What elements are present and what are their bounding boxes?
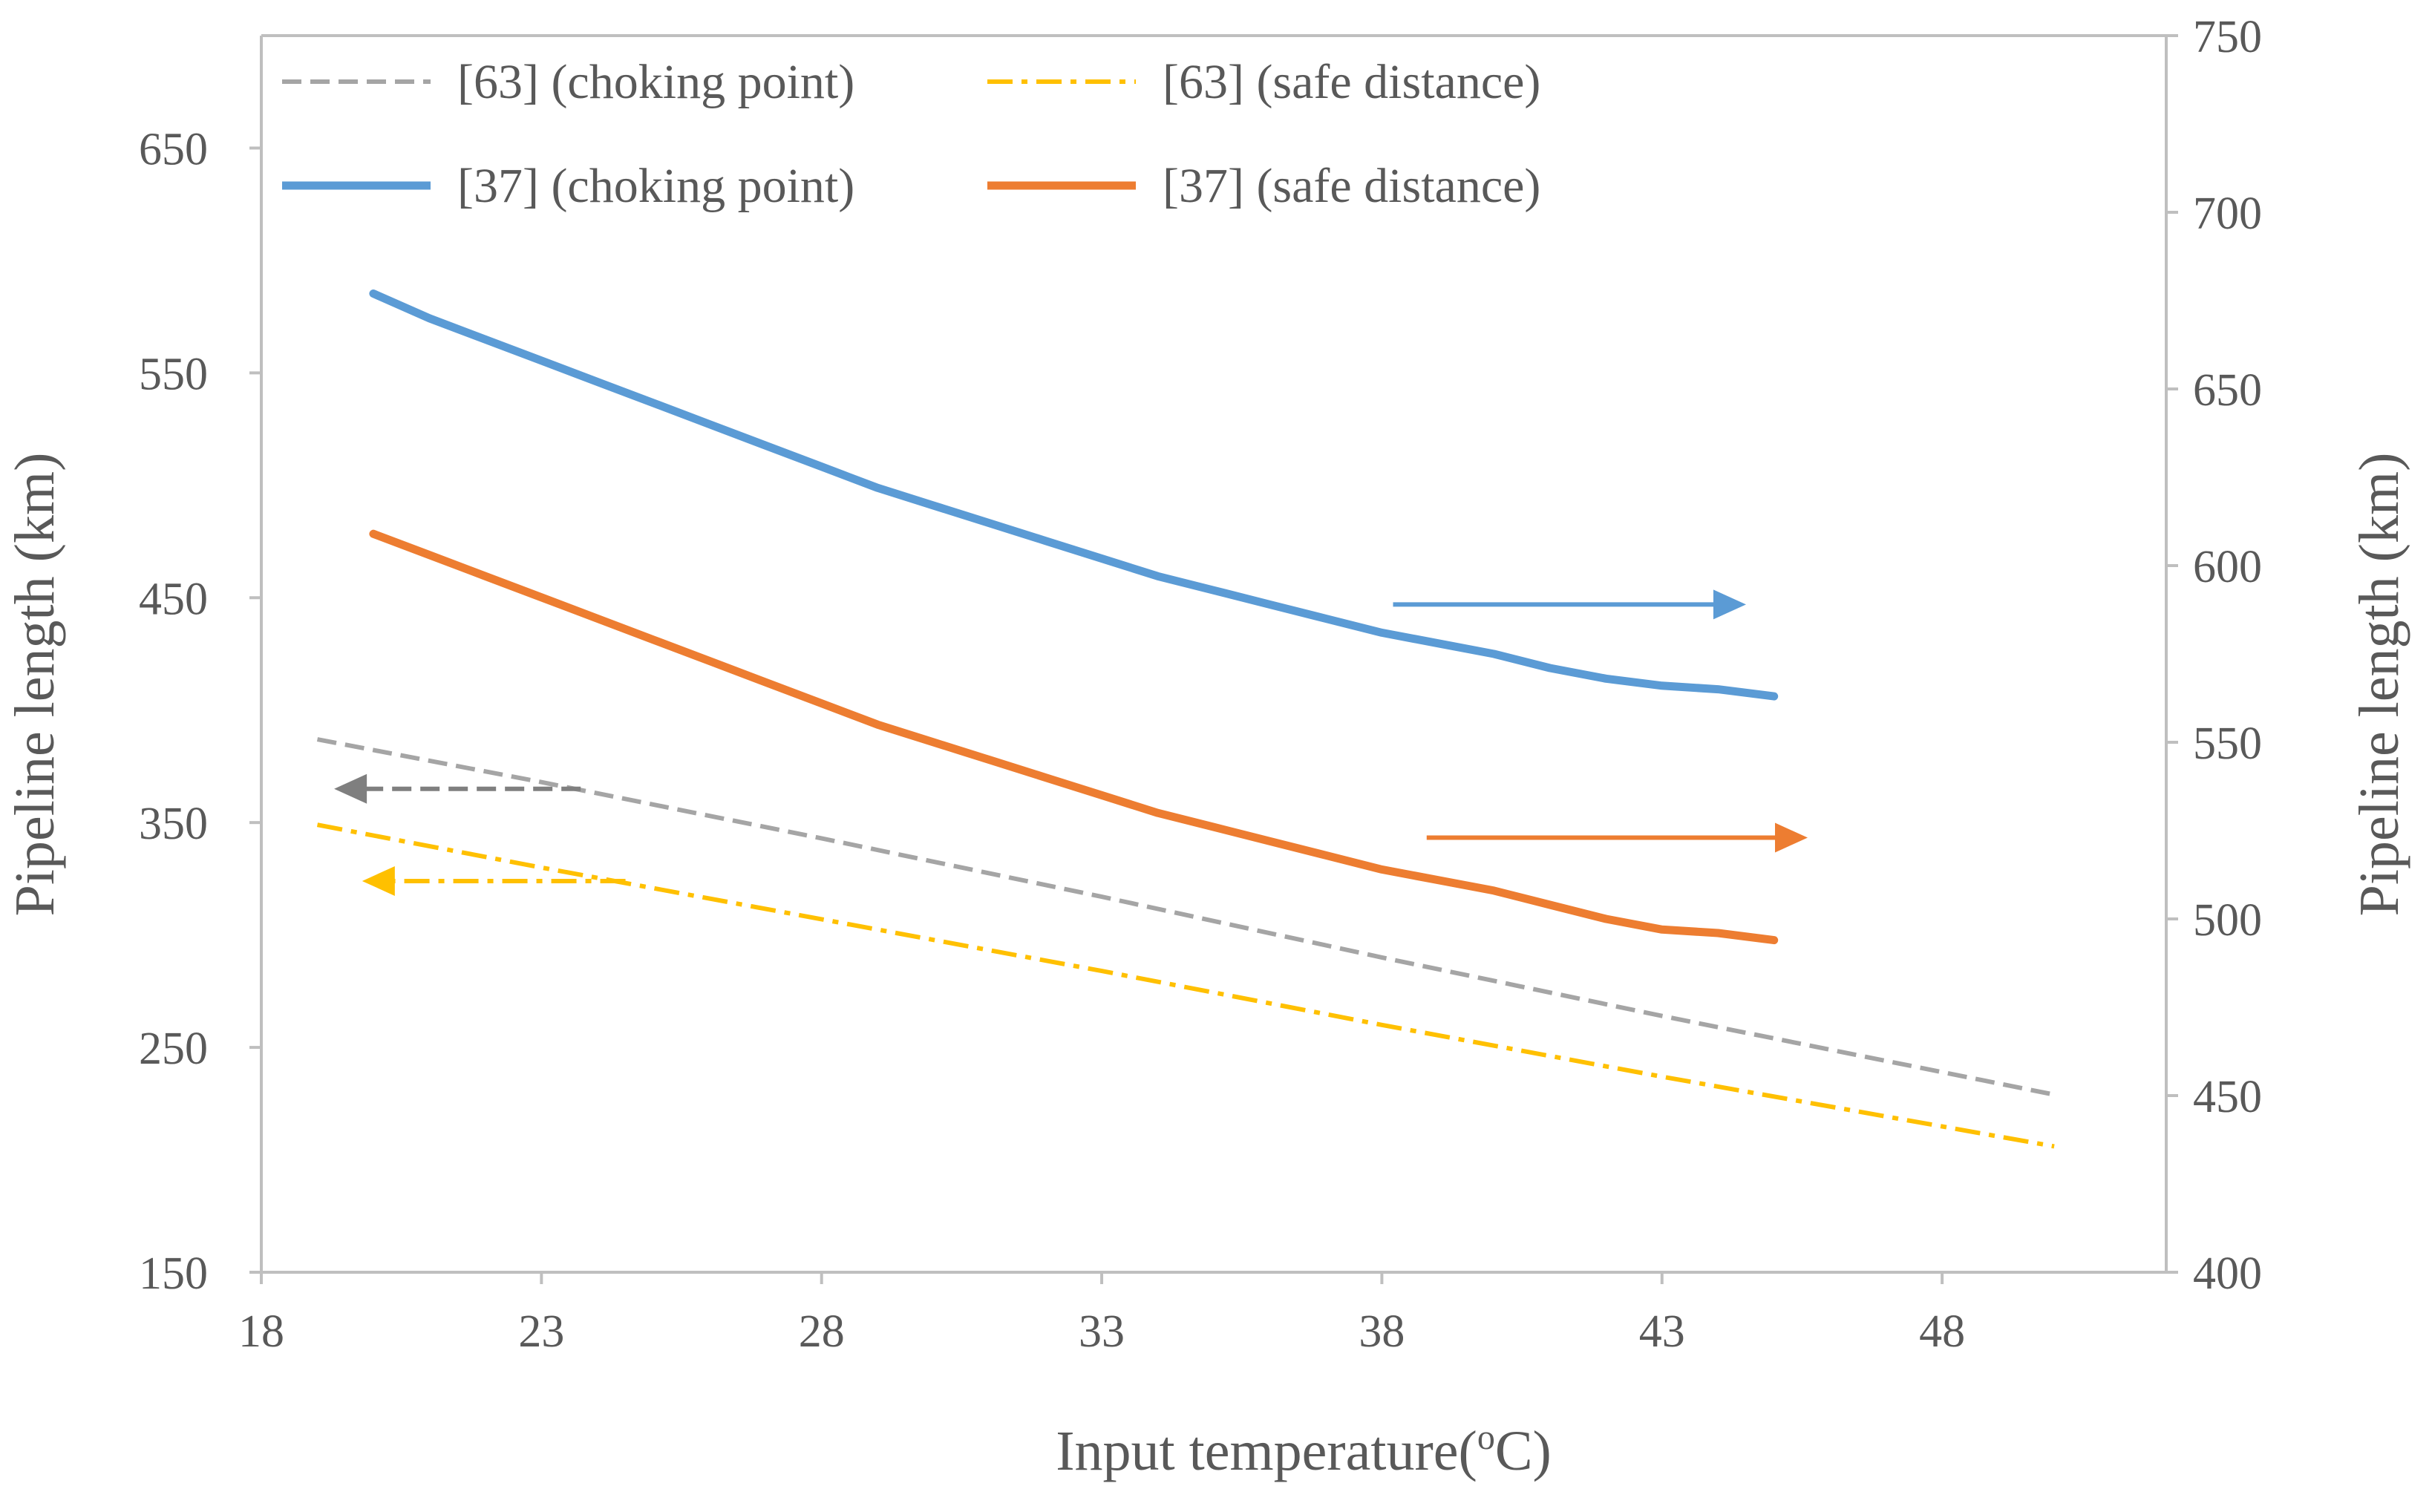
y-right-tick-label: 750: [2193, 12, 2262, 62]
series-line-37-choking-point: [369, 289, 1779, 701]
y-right-tick-label: 700: [2193, 189, 2262, 239]
series-layer: [316, 289, 2055, 1149]
y-left-tick-label: 250: [139, 1024, 208, 1074]
y-axis-right-title: Pipeline length (km): [2348, 453, 2410, 917]
y-left-tick-label: 650: [139, 124, 208, 174]
y-left-tick-label: 350: [139, 799, 208, 849]
x-axis-title-prefix: Input temperature(: [1056, 1420, 1477, 1482]
x-axis-title: Input temperature(oC): [1056, 1418, 1552, 1482]
axis-indicator-arrowhead: [362, 865, 395, 896]
x-tick-label: 28: [799, 1306, 845, 1357]
legend: [63] (choking point) [63] (safe distance)…: [282, 55, 1540, 213]
legend-label: [63] (safe distance): [1163, 55, 1540, 109]
series-line-63-choking-point: [316, 737, 2055, 1097]
y-left-tick-label: 550: [139, 349, 208, 399]
x-tick-label: 23: [518, 1306, 564, 1357]
y-left-tick-label: 150: [139, 1248, 208, 1299]
legend-label: [63] (choking point): [457, 55, 854, 109]
axis-indicator-arrowhead: [334, 773, 367, 804]
x-axis-title-superscript: o: [1477, 1418, 1495, 1457]
series-line-63-safe-distance: [316, 822, 2055, 1149]
x-tick-label: 48: [1919, 1306, 1965, 1357]
y-right-tick-label: 650: [2193, 365, 2262, 416]
axis-indicator-arrowhead: [1713, 589, 1746, 620]
y-axis-left-title: Pipeline length (km): [4, 453, 66, 917]
series-line-37-safe-distance: [369, 529, 1779, 945]
y-right-tick-label: 500: [2193, 895, 2262, 946]
x-axis-title-suffix: C): [1495, 1420, 1552, 1482]
x-tick-label: 38: [1359, 1306, 1405, 1357]
x-tick-label: 43: [1639, 1306, 1685, 1357]
left-axis-ticks: 150 250 350 450 550 650: [139, 124, 261, 1299]
x-tick-label: 18: [238, 1306, 284, 1357]
axis-indicator-arrows: [334, 589, 1808, 896]
legend-label: [37] (choking point): [457, 159, 854, 213]
right-axis-ticks: 400 450 500 550 600 650 700 750: [2166, 12, 2262, 1299]
x-axis-ticks: 18 23 28 33 38 43 48: [238, 1272, 1965, 1357]
plot-area: [260, 34, 2168, 1274]
x-tick-label: 33: [1079, 1306, 1125, 1357]
legend-label: [37] (safe distance): [1163, 159, 1540, 213]
axis-indicator-arrowhead: [1774, 822, 1808, 853]
y-right-tick-label: 400: [2193, 1248, 2262, 1299]
y-left-tick-label: 450: [139, 574, 208, 624]
y-right-tick-label: 450: [2193, 1072, 2262, 1122]
y-right-tick-label: 600: [2193, 542, 2262, 592]
y-right-tick-label: 550: [2193, 719, 2262, 769]
